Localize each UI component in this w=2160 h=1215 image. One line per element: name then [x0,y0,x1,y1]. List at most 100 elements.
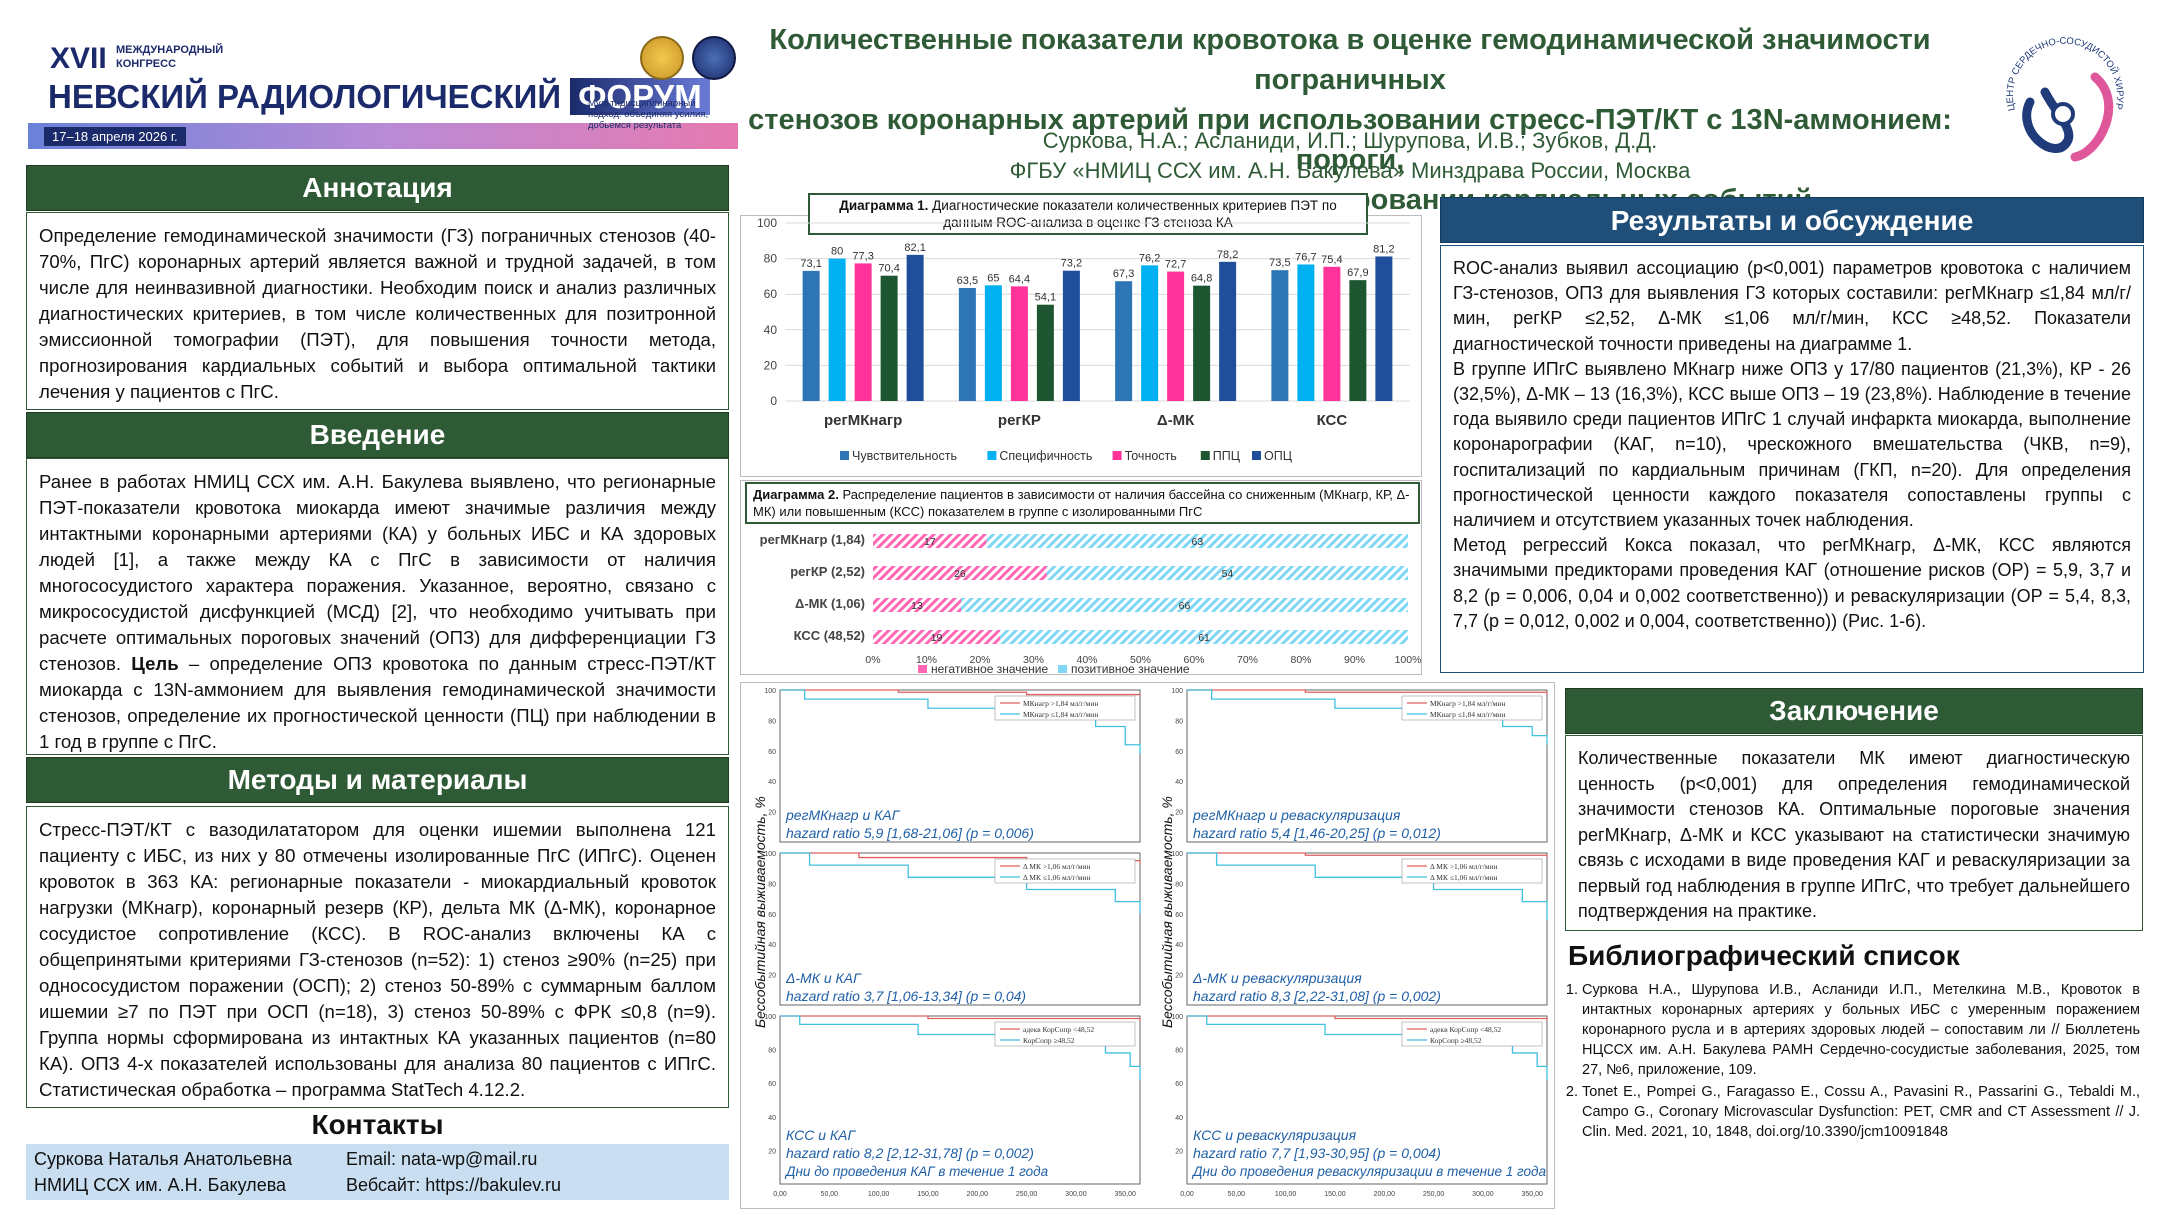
chart1-legend-label: ППЦ [1213,449,1241,463]
km-legend-label: Δ МК ≤1,06 мл/г/мин [1430,873,1497,882]
methods-box: Стресс-ПЭТ/КТ с вазодилататором для оцен… [26,806,729,1108]
results-box: ROC-анализ выявил ассоциацию (p<0,001) п… [1440,245,2144,673]
chart1-data-label: 70,4 [878,263,899,275]
methods-header: Методы и материалы [26,757,729,803]
chart2-bar-positive [986,534,1408,548]
km-ytick: 80 [1175,881,1183,888]
chart1-data-label: 77,3 [852,250,873,262]
km-legend-label: МКнагр >1,84 мл/г/мин [1430,699,1505,708]
chart1-category-label: регМКнагр [824,412,902,429]
km-ytick: 20 [768,1148,776,1155]
km-ytick: 100 [764,688,776,695]
km-xtick: 300,00 [1065,1191,1087,1198]
intro-box: Ранее в работах НМИЦ ССХ им. А.Н. Бакуле… [26,458,729,755]
chart2-data-label: 54 [1222,568,1234,580]
km-ytick: 20 [768,973,776,980]
km-ytick: 100 [764,851,776,858]
chart1-legend-swatch [1252,451,1261,460]
affiliation: ФГБУ «НМИЦ ССХ им. А.Н. Бакулева» Минздр… [1009,158,1691,183]
km-ytick: 100 [764,1014,776,1021]
km-xtick: 150,00 [1324,1191,1346,1198]
chart1-legend-swatch [987,451,997,460]
chart1-ytick: 20 [764,358,778,372]
chart1-legend-swatch [840,451,849,460]
km-legend-box [1401,695,1543,721]
chart1-bar [802,270,820,401]
chart1-data-label: 76,7 [1295,251,1316,263]
results-p2: В группе ИПгС выявлено МКнагр ниже ОПЗ у… [1453,358,2131,531]
km-ytick: 60 [768,749,776,756]
km-label-hr: hazard ratio 5,9 [1,68-21,06] (p = 0,006… [786,825,1034,841]
km-ytick: 80 [1175,718,1183,725]
chart2-category-label: регКР (2,52) [790,564,865,579]
chart2-bar-negative [873,566,1047,580]
km-legend-box [1401,1021,1543,1047]
chart1-data-label: 82,1 [904,242,925,254]
km-ytick: 80 [768,1048,776,1055]
chart2-title: Диаграмма 2. Распределение пациентов в з… [745,482,1420,524]
chart1-bar [1375,256,1393,401]
chart2-xtick: 20% [969,654,990,666]
chart1-data-label: 75,4 [1321,254,1342,266]
chart2-data-label: 26 [954,568,966,580]
km-legend-box [994,695,1136,721]
km-curve-red [1187,1015,1548,1022]
km-xtick: 100,00 [868,1191,890,1198]
chart1-data-label: 72,7 [1165,259,1186,271]
km-legend-box [994,858,1136,884]
chart1-bar [906,254,924,401]
km-ytick: 20 [1175,973,1183,980]
km-xtick: 150,00 [917,1191,939,1198]
km-xtick: 200,00 [1374,1191,1396,1198]
chart2-xtick: 70% [1237,654,1258,666]
chart1-category-label: КСС [1317,412,1348,429]
chart2-data-label: 63 [1192,536,1204,548]
heart-right-icon [2070,72,2114,162]
contact-email[interactable]: Email: nata-wp@mail.ru [346,1149,538,1169]
chart2-xtick: 30% [1023,654,1044,666]
km-panel-1: 20 40 60 80 100 МКнагр >1,84 мл/г/мин МКнагр ≤… [764,688,1141,843]
km-label-hr: hazard ratio 7,7 [1,93-30,95] (p = 0,004… [1193,1145,1441,1161]
km-xtick: 200,00 [967,1191,989,1198]
conclusion-box: Количественные показатели МК имеют диагн… [1565,735,2143,931]
chart1-bar [1010,286,1028,401]
chart1-bar [880,275,898,401]
km-label-axis: Дни до проведения КАГ в течение 1 года [784,1164,1049,1179]
km-ytick: 40 [768,942,776,949]
chart1-ytick: 0 [770,394,777,408]
km-ytick: 20 [768,810,776,817]
chart2-xtick: 10% [916,654,937,666]
forum-roman: XVII [50,42,107,75]
chart2-legend-label: позитивное значение [1071,662,1190,675]
annotation-text: Определение гемодинамической значимости … [39,225,716,402]
chart1-ytick: 40 [764,323,778,337]
km-xtick: 350,00 [1521,1191,1543,1198]
results-header: Результаты и обсуждение [1440,197,2144,243]
chart2-legend-swatch [1058,665,1067,673]
bibliography-header: Библиографический список [1568,940,1960,971]
km-xtick: 250,00 [1016,1191,1038,1198]
authors: Суркова, Н.А.; Асланиди, И.П.; Шурупова,… [1042,128,1658,153]
chart1-data-label: 76,2 [1139,252,1160,264]
km-xtick: 300,00 [1472,1191,1494,1198]
km-xtick: 250,00 [1423,1191,1445,1198]
km-label-hr: hazard ratio 8,3 [2,22-31,08] (p = 0,002… [1193,988,1441,1004]
chart1-data-label: 78,2 [1217,249,1238,261]
km-ytick: 20 [1175,1148,1183,1155]
chart1-bar [1115,281,1133,401]
chart1-legend-label: Специфичность [999,449,1092,463]
methods-text: Стресс-ПЭТ/КТ с вазодилататором для оцен… [39,819,716,1100]
contact-site[interactable]: Вебсайт: https://bakulev.ru [346,1175,561,1195]
km-curve-blue [1187,852,1548,920]
forum-motto: Мультидисциплинарный подход: объединяя у… [588,98,708,131]
results-p1: ROC-анализ выявил ассоциацию (p<0,001) п… [1453,258,2131,354]
bakulev-emblem: ЦЕНТР СЕРДЕЧНО-СОСУДИСТОЙ ХИРУРГИИ ИМ. А… [1985,22,2125,162]
chart2-category-label: Δ-МК (1,06) [795,596,865,611]
chart2-data-label: 17 [924,536,936,548]
chart2-data-label: 19 [931,632,943,644]
km-legend-box [1401,858,1543,884]
forum-banner: XVII МЕЖДУНАРОДНЫЙ КОНГРЕСС НЕВСКИЙ РАДИ… [28,28,738,156]
chart1-bar [1036,304,1054,401]
km-ytick: 40 [768,779,776,786]
chart1-data-label: 54,1 [1035,292,1056,304]
